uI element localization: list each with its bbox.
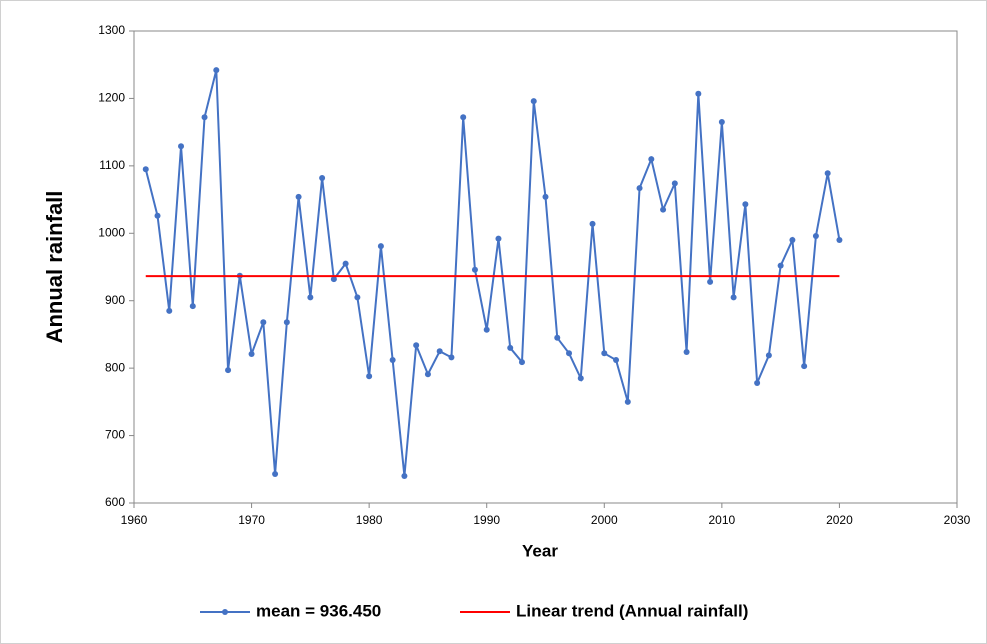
point xyxy=(707,278,714,285)
point xyxy=(213,67,220,74)
point xyxy=(554,334,561,341)
point xyxy=(342,260,349,267)
y-axis-label: Annual rainfall xyxy=(42,191,67,344)
x-tick-label: 2010 xyxy=(709,513,736,527)
point xyxy=(377,243,384,250)
point xyxy=(613,357,620,364)
point xyxy=(566,350,573,357)
point xyxy=(518,359,525,366)
point xyxy=(225,367,232,374)
point xyxy=(178,143,185,150)
point xyxy=(401,473,408,480)
point xyxy=(272,471,279,478)
y-tick-label: 1300 xyxy=(98,23,125,37)
point xyxy=(354,294,361,301)
point xyxy=(448,354,455,361)
point xyxy=(483,326,490,333)
point xyxy=(460,114,467,121)
x-tick-label: 1970 xyxy=(238,513,265,527)
point xyxy=(283,319,290,326)
plot-area xyxy=(133,30,958,504)
point xyxy=(730,294,737,301)
series-line xyxy=(144,69,841,477)
point xyxy=(471,266,478,273)
y-tick-label: 1200 xyxy=(98,91,125,105)
point xyxy=(542,193,549,200)
x-axis-label: Year xyxy=(522,541,558,560)
point xyxy=(307,294,314,301)
x-tick-label: 2000 xyxy=(591,513,618,527)
point xyxy=(295,193,302,200)
point xyxy=(142,166,149,173)
point xyxy=(201,114,208,121)
point xyxy=(671,180,678,187)
point xyxy=(648,156,655,163)
point xyxy=(166,307,173,314)
y-tick-label: 1000 xyxy=(98,225,125,239)
y-tick-label: 700 xyxy=(105,428,125,442)
point xyxy=(636,185,643,192)
point xyxy=(683,348,690,355)
point xyxy=(812,232,819,239)
point xyxy=(836,237,843,244)
point xyxy=(824,170,831,177)
point xyxy=(601,350,608,357)
legend-marker xyxy=(222,609,228,615)
point xyxy=(589,220,596,227)
x-tick-label: 2020 xyxy=(826,513,853,527)
point xyxy=(424,371,431,378)
point xyxy=(789,237,796,244)
x-tick-label: 1990 xyxy=(473,513,500,527)
point xyxy=(189,303,196,310)
point xyxy=(765,352,772,359)
point xyxy=(801,363,808,370)
point xyxy=(389,357,396,364)
point xyxy=(495,235,502,242)
point xyxy=(154,212,161,219)
point xyxy=(413,342,420,349)
point xyxy=(260,319,267,326)
y-tick-label: 1100 xyxy=(99,158,125,172)
point xyxy=(777,262,784,269)
y-tick-label: 800 xyxy=(105,360,125,374)
point xyxy=(507,344,514,351)
point xyxy=(319,174,326,181)
point xyxy=(695,90,702,97)
legend-label: mean = 936.450 xyxy=(256,601,381,620)
legend-label: Linear trend (Annual rainfall) xyxy=(516,601,748,620)
point xyxy=(248,350,255,357)
point xyxy=(624,398,631,405)
point xyxy=(577,375,584,382)
point xyxy=(754,379,761,386)
point xyxy=(436,348,443,355)
y-tick-label: 600 xyxy=(105,495,125,509)
x-tick-label: 2030 xyxy=(944,513,971,527)
point xyxy=(366,373,373,380)
point xyxy=(742,201,749,208)
y-tick-label: 900 xyxy=(105,293,125,307)
point xyxy=(660,206,667,213)
point xyxy=(530,98,537,105)
x-tick-label: 1960 xyxy=(121,513,148,527)
point xyxy=(718,119,725,126)
x-tick-label: 1980 xyxy=(356,513,383,527)
point xyxy=(330,276,337,283)
